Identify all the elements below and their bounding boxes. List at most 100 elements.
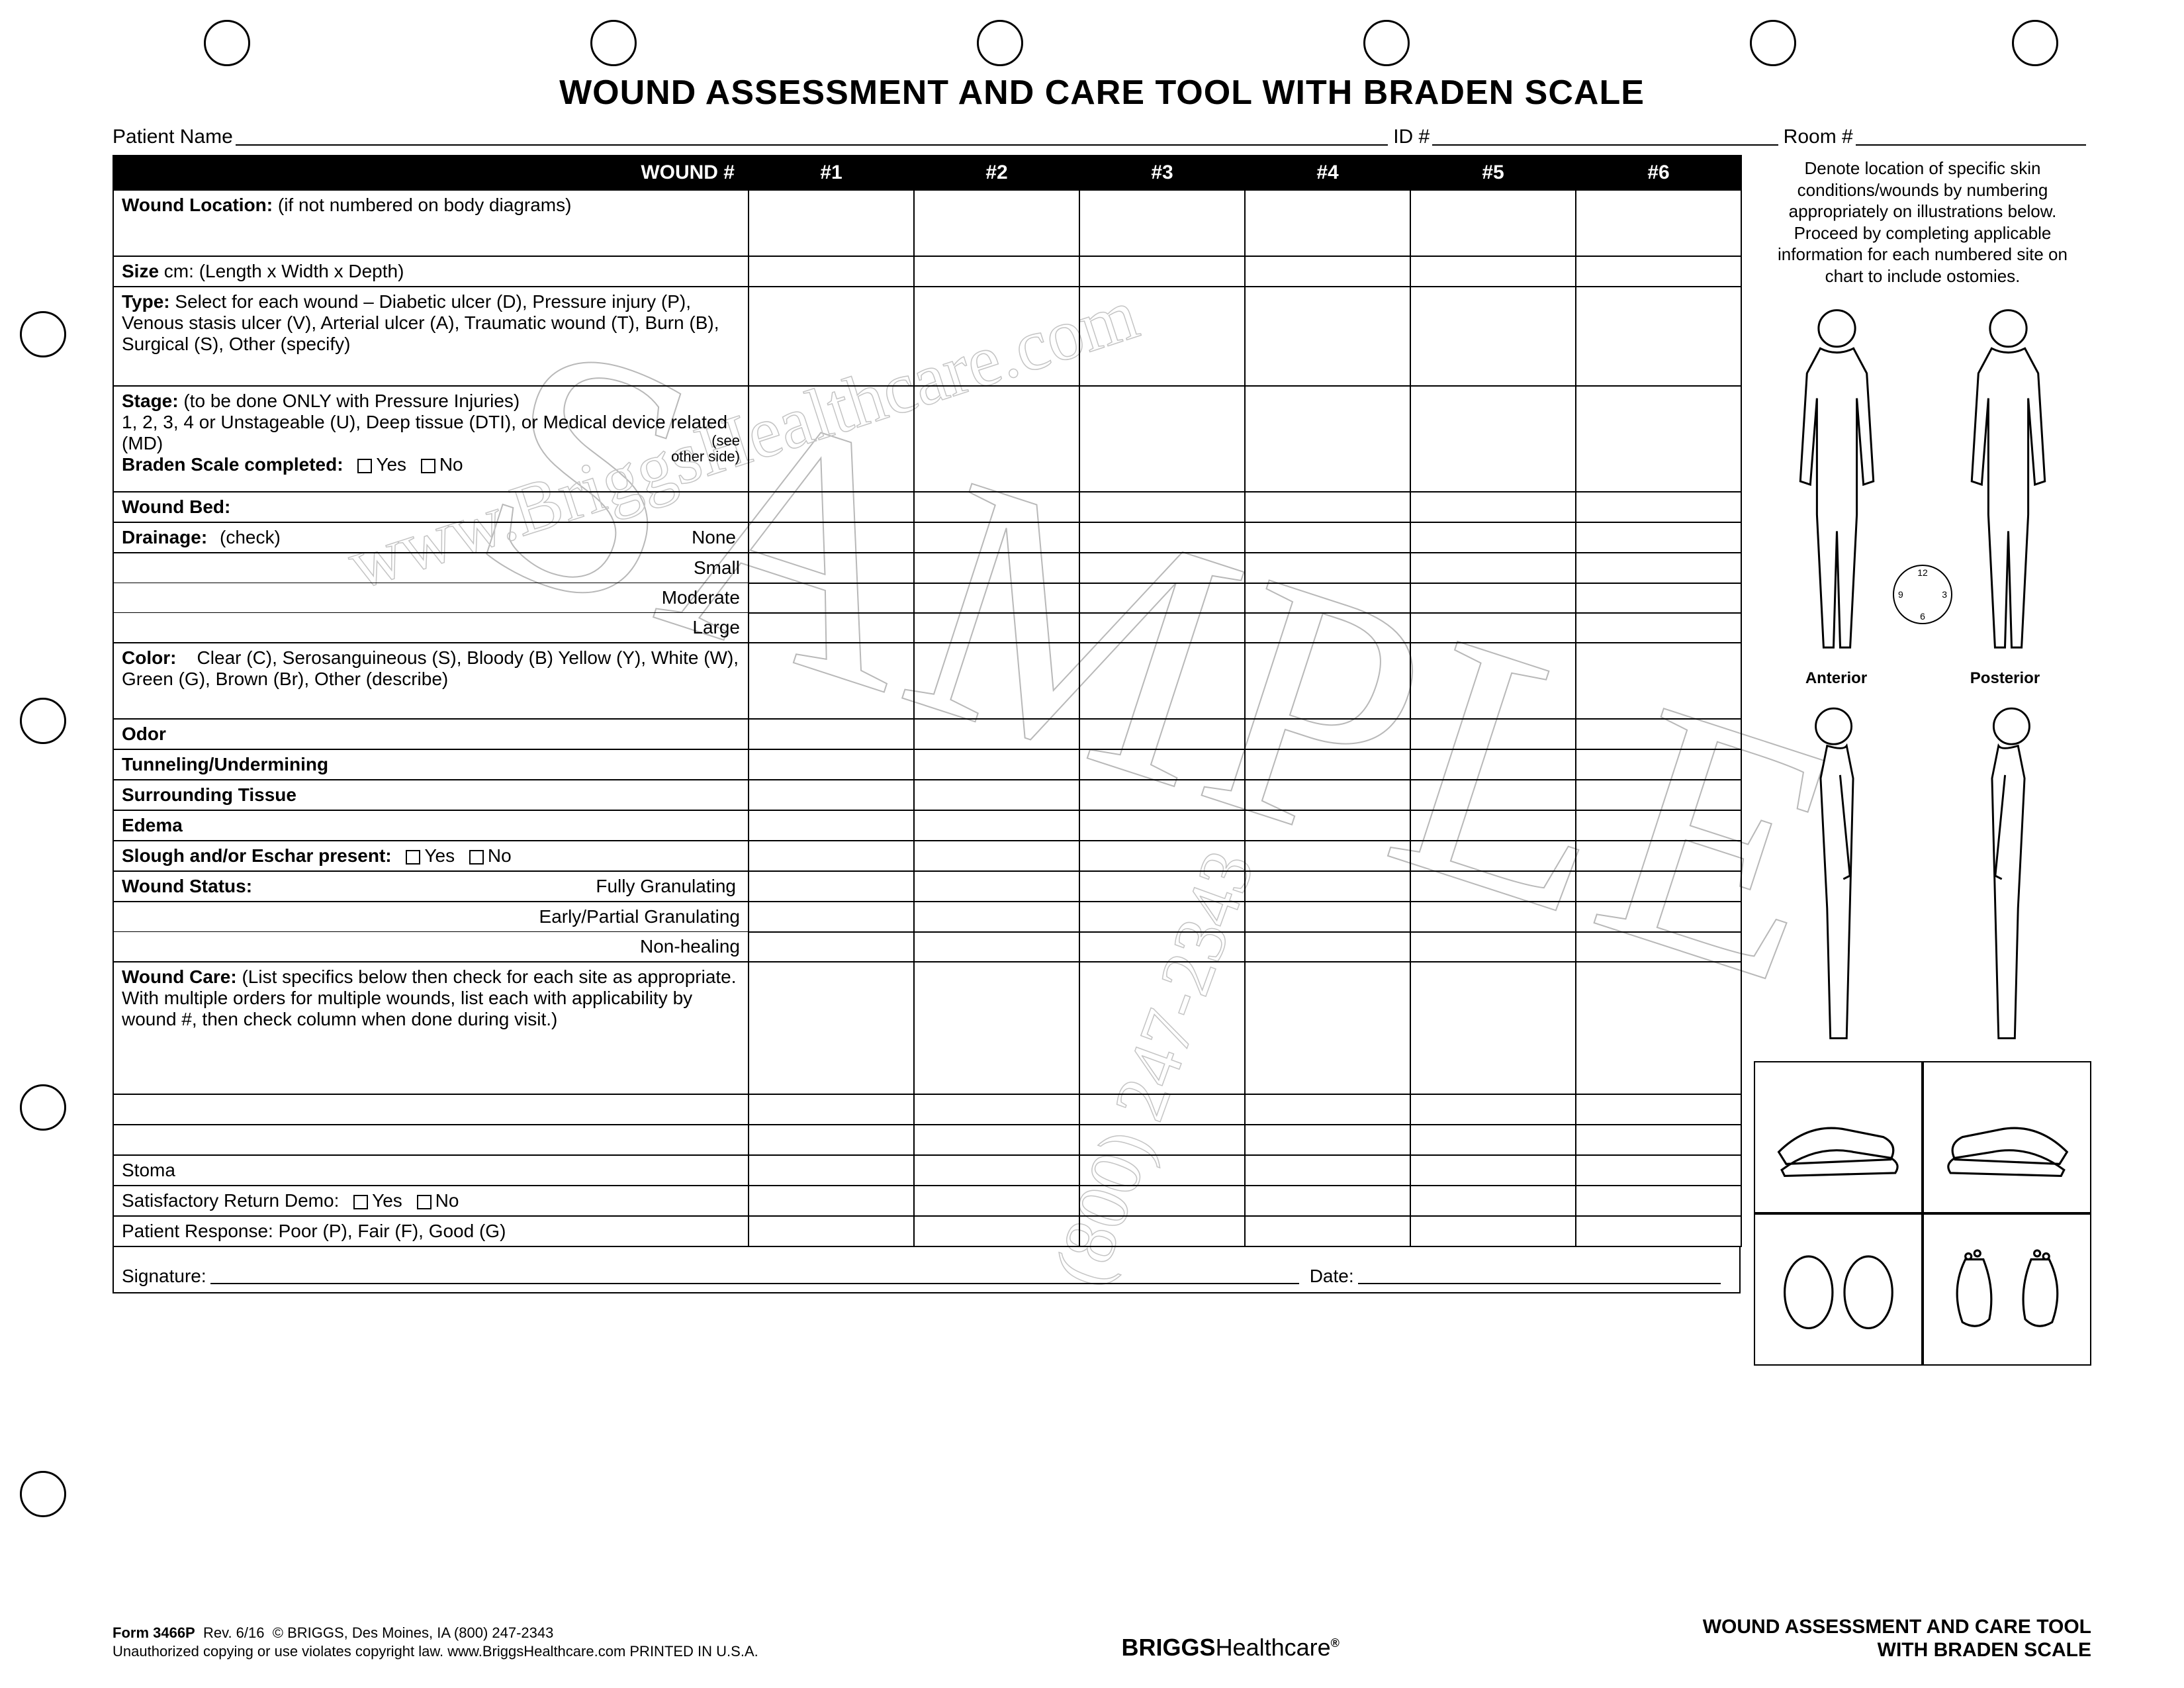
cell[interactable] (749, 386, 914, 492)
cell[interactable] (914, 719, 1079, 749)
cell[interactable] (914, 287, 1079, 386)
cell[interactable] (914, 553, 1079, 583)
cell[interactable] (1079, 1094, 1245, 1125)
cell[interactable] (749, 841, 914, 871)
cell[interactable] (749, 613, 914, 643)
cell[interactable] (1576, 749, 1741, 780)
cell[interactable] (1245, 719, 1410, 749)
cell[interactable] (1079, 719, 1245, 749)
cell[interactable] (1245, 190, 1410, 256)
cell[interactable] (1576, 492, 1741, 522)
cell[interactable] (1079, 1125, 1245, 1155)
cell[interactable] (749, 932, 914, 962)
cell[interactable] (1079, 522, 1245, 553)
cell[interactable] (914, 583, 1079, 613)
cell[interactable] (914, 932, 1079, 962)
cell[interactable] (914, 386, 1079, 492)
patient-name-input[interactable] (236, 144, 1388, 146)
cell[interactable] (914, 871, 1079, 902)
cell[interactable] (1079, 256, 1245, 287)
cell[interactable] (1245, 932, 1410, 962)
cell[interactable] (1576, 643, 1741, 719)
braden-yes-checkbox[interactable] (357, 459, 372, 473)
cell[interactable] (1576, 553, 1741, 583)
cell[interactable] (1245, 1186, 1410, 1216)
cell[interactable] (1245, 1216, 1410, 1246)
cell[interactable] (1245, 522, 1410, 553)
cell[interactable] (1410, 962, 1576, 1094)
cell[interactable] (749, 1216, 914, 1246)
cell[interactable] (914, 643, 1079, 719)
demo-no-checkbox[interactable] (417, 1195, 432, 1209)
cell[interactable] (1245, 810, 1410, 841)
cell[interactable] (749, 553, 914, 583)
cell[interactable] (1079, 1216, 1245, 1246)
cell[interactable] (749, 871, 914, 902)
cell[interactable] (1079, 871, 1245, 902)
cell[interactable] (914, 522, 1079, 553)
cell[interactable] (1245, 492, 1410, 522)
cell[interactable] (1245, 583, 1410, 613)
cell[interactable] (914, 1186, 1079, 1216)
cell[interactable] (1576, 780, 1741, 810)
cell[interactable] (1410, 749, 1576, 780)
cell[interactable] (1410, 522, 1576, 553)
cell[interactable] (1410, 719, 1576, 749)
cell[interactable] (1079, 1155, 1245, 1186)
cell[interactable] (1576, 287, 1741, 386)
cell[interactable] (1245, 841, 1410, 871)
cell[interactable] (1245, 386, 1410, 492)
cell[interactable] (1410, 643, 1576, 719)
cell[interactable] (1576, 871, 1741, 902)
cell[interactable] (1079, 749, 1245, 780)
cell[interactable] (1576, 386, 1741, 492)
cell[interactable] (1245, 780, 1410, 810)
cell[interactable] (1245, 1125, 1410, 1155)
date-input[interactable] (1358, 1283, 1721, 1284)
cell[interactable] (1245, 871, 1410, 902)
cell[interactable] (1410, 1155, 1576, 1186)
slough-yes-checkbox[interactable] (406, 850, 420, 865)
cell[interactable] (749, 902, 914, 932)
cell[interactable] (749, 287, 914, 386)
cell[interactable] (1079, 780, 1245, 810)
cell[interactable] (1410, 492, 1576, 522)
cell[interactable] (1245, 256, 1410, 287)
id-input[interactable] (1432, 144, 1778, 146)
cell[interactable] (1079, 492, 1245, 522)
cell[interactable] (1410, 1094, 1576, 1125)
cell[interactable] (1576, 719, 1741, 749)
cell[interactable] (1576, 841, 1741, 871)
cell[interactable] (1410, 553, 1576, 583)
cell[interactable] (914, 810, 1079, 841)
cell[interactable] (1576, 1155, 1741, 1186)
cell[interactable] (113, 1094, 749, 1125)
cell[interactable] (749, 1186, 914, 1216)
cell[interactable] (1079, 962, 1245, 1094)
cell[interactable] (914, 190, 1079, 256)
cell[interactable] (1410, 190, 1576, 256)
cell[interactable] (749, 1125, 914, 1155)
cell[interactable] (914, 1216, 1079, 1246)
cell[interactable] (914, 492, 1079, 522)
cell[interactable] (1079, 1186, 1245, 1216)
cell[interactable] (1410, 1216, 1576, 1246)
cell[interactable] (1079, 810, 1245, 841)
cell[interactable] (1245, 613, 1410, 643)
cell[interactable] (1410, 386, 1576, 492)
cell[interactable] (749, 256, 914, 287)
cell[interactable] (1576, 932, 1741, 962)
cell[interactable] (1576, 583, 1741, 613)
room-input[interactable] (1856, 144, 2086, 146)
cell[interactable] (1576, 902, 1741, 932)
cell[interactable] (1245, 287, 1410, 386)
cell[interactable] (914, 1094, 1079, 1125)
cell[interactable] (1079, 841, 1245, 871)
cell[interactable] (1576, 962, 1741, 1094)
cell[interactable] (914, 1155, 1079, 1186)
cell[interactable] (113, 1125, 749, 1155)
cell[interactable] (1576, 256, 1741, 287)
cell[interactable] (1079, 553, 1245, 583)
cell[interactable] (1079, 613, 1245, 643)
cell[interactable] (1576, 810, 1741, 841)
